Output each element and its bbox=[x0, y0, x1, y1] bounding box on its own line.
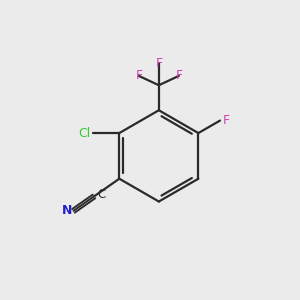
Text: Cl: Cl bbox=[78, 127, 91, 140]
Text: F: F bbox=[135, 69, 142, 82]
Text: N: N bbox=[61, 204, 72, 217]
Text: F: F bbox=[222, 114, 230, 127]
Text: F: F bbox=[155, 57, 162, 70]
Text: F: F bbox=[175, 69, 182, 82]
Text: C: C bbox=[97, 188, 105, 202]
